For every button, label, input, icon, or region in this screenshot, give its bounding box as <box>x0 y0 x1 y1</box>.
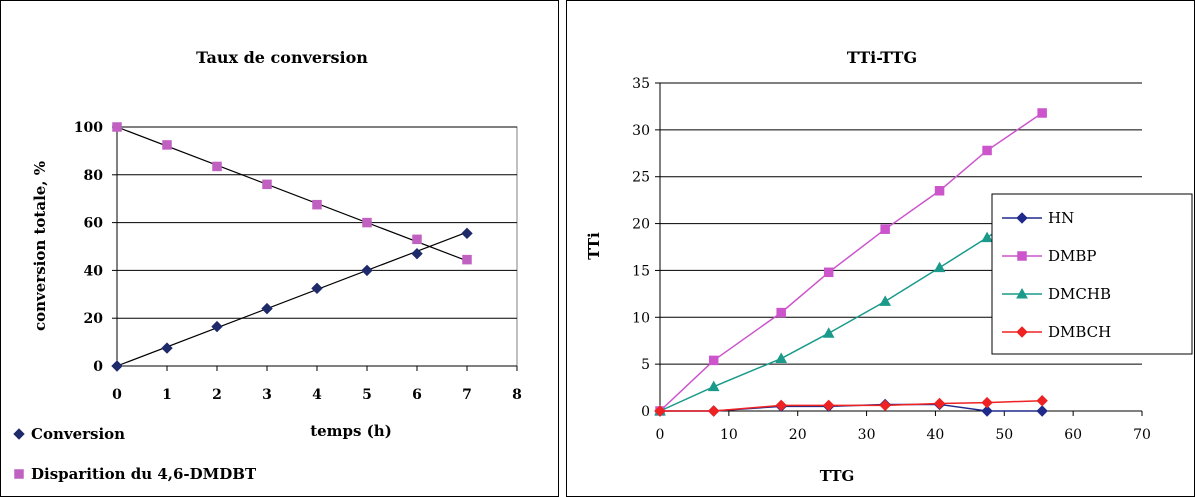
series-line-dmchb <box>659 199 1043 412</box>
data-point-disparition-du-4-6-dmdbt <box>462 254 472 265</box>
data-point-dmbch <box>933 397 946 410</box>
chart-panel-conversion: Taux de conversion 0 20 40 60 80 100 0 1 2 3 4 5 6 7 8 t… <box>0 0 559 497</box>
data-point-dmbch <box>775 399 787 412</box>
legend-label: DMBCH <box>1048 323 1111 341</box>
y-tick-label: 60 <box>84 216 104 232</box>
y-axis-title: conversion totale, % <box>31 161 49 331</box>
data-point-dmbp <box>982 145 992 156</box>
y-tick-label: 40 <box>84 263 104 279</box>
legend-marker <box>1017 251 1027 261</box>
data-point-conversion <box>311 282 323 295</box>
x-tick-label: 8 <box>512 387 522 403</box>
y-tick-label: 5 <box>641 357 650 373</box>
series-line-dmbp <box>659 112 1043 412</box>
legend-marker <box>1016 212 1028 224</box>
chart-svg-conversion: Taux de conversion 0 20 40 60 80 100 0 1 2 3 4 5 6 7 8 t… <box>13 48 522 483</box>
x-tick-label: 20 <box>789 427 807 443</box>
x-tick-label: 30 <box>858 427 876 443</box>
chart-title: Taux de conversion <box>196 48 368 67</box>
legend-label: Conversion <box>31 425 125 443</box>
y-tick-label: 30 <box>632 123 650 139</box>
chart-panel-tti-ttg: TTi-TTG 0 5 10 15 20 25 30 35 0 10 20 30 40 50 60 70 TTG T… <box>566 0 1195 497</box>
data-point-dmbch <box>822 399 835 412</box>
legend-marker <box>1016 326 1028 338</box>
data-point-dmchb <box>879 295 892 306</box>
legend-marker <box>13 428 25 440</box>
data-point-conversion <box>361 264 373 277</box>
data-point-dmchb <box>822 327 835 338</box>
data-point-dmbch <box>879 399 891 412</box>
legend-box <box>991 193 1193 355</box>
x-tick-label: 0 <box>656 427 665 443</box>
x-tick-label: 6 <box>412 387 422 403</box>
y-tick-label: 10 <box>632 310 650 326</box>
data-point-dmbp <box>823 267 834 278</box>
data-point-dmbch <box>708 405 720 417</box>
x-tick-label: 4 <box>312 387 322 403</box>
data-point-conversion <box>111 360 123 372</box>
y-axis-title: TTi <box>585 232 603 260</box>
data-point-disparition-du-4-6-dmdbt <box>262 179 272 190</box>
data-point-dmbp <box>880 224 890 234</box>
plot-area <box>116 126 518 367</box>
data-point-disparition-du-4-6-dmdbt <box>412 234 422 245</box>
legend-label: DMCHB <box>1048 285 1111 303</box>
y-tick-label: 35 <box>632 76 650 92</box>
data-point-conversion <box>211 320 223 333</box>
legend-marker <box>1016 287 1028 299</box>
chart-title: TTi-TTG <box>847 48 917 67</box>
y-tick-label: 15 <box>632 263 650 279</box>
data-point-dmchb <box>775 352 788 364</box>
data-point-dmbp <box>776 307 786 318</box>
data-point-dmbp <box>1037 108 1047 118</box>
legend-marker <box>14 469 24 479</box>
x-tick-label: 50 <box>995 427 1013 443</box>
x-tick-label: 70 <box>1133 427 1151 443</box>
x-tick-label: 1 <box>162 387 172 403</box>
x-axis-title: temps (h) <box>310 422 392 440</box>
series-line-dmbch <box>660 399 1043 412</box>
data-point-conversion <box>261 302 273 315</box>
x-tick-label: 5 <box>362 387 372 403</box>
y-tick-label: 25 <box>632 170 650 186</box>
y-tick-label: 100 <box>74 120 103 136</box>
x-axis-title: TTG <box>820 467 855 485</box>
y-tick-label: 0 <box>93 359 103 375</box>
x-tick-label: 7 <box>462 387 472 403</box>
x-tick-label: 40 <box>927 427 945 443</box>
trendline-1 <box>116 126 468 262</box>
data-point-hn <box>981 405 993 417</box>
x-tick-label: 60 <box>1064 427 1082 443</box>
trendline-0 <box>116 231 468 367</box>
data-point-conversion <box>161 342 173 354</box>
y-tick-label: 20 <box>632 217 650 233</box>
data-point-disparition-du-4-6-dmdbt <box>162 140 172 150</box>
data-point-dmbp <box>708 355 719 366</box>
data-point-dmbch <box>981 396 993 409</box>
data-point-dmchb <box>981 231 993 243</box>
data-point-disparition-du-4-6-dmdbt <box>312 199 322 210</box>
x-tick-label: 2 <box>212 387 222 403</box>
data-point-hn <box>1036 405 1048 417</box>
legend-label: Disparition du 4,6-DMDBT <box>31 465 257 483</box>
data-point-dmbp <box>934 186 945 196</box>
chart-svg-tti-ttg: TTi-TTG 0 5 10 15 20 25 30 35 0 10 20 30 40 50 60 70 TTG T… <box>585 48 1193 485</box>
x-tick-label: 0 <box>112 387 122 403</box>
data-point-dmbch <box>654 405 666 417</box>
x-tick-label: 10 <box>720 427 738 443</box>
data-point-disparition-du-4-6-dmdbt <box>362 217 372 228</box>
data-point-conversion <box>461 227 473 240</box>
y-tick-label: 0 <box>641 404 650 420</box>
y-tick-label: 80 <box>84 168 104 184</box>
data-point-disparition-du-4-6-dmdbt <box>212 161 222 172</box>
y-tick-label: 20 <box>84 311 104 327</box>
x-tick-label: 3 <box>262 387 272 403</box>
data-point-dmchb <box>933 261 946 273</box>
data-point-disparition-du-4-6-dmdbt <box>112 122 122 132</box>
data-point-dmbch <box>1036 394 1048 407</box>
data-point-conversion <box>411 247 423 260</box>
legend-label: DMBP <box>1048 247 1097 265</box>
legend-label: HN <box>1048 209 1074 227</box>
data-point-dmchb <box>707 380 720 392</box>
